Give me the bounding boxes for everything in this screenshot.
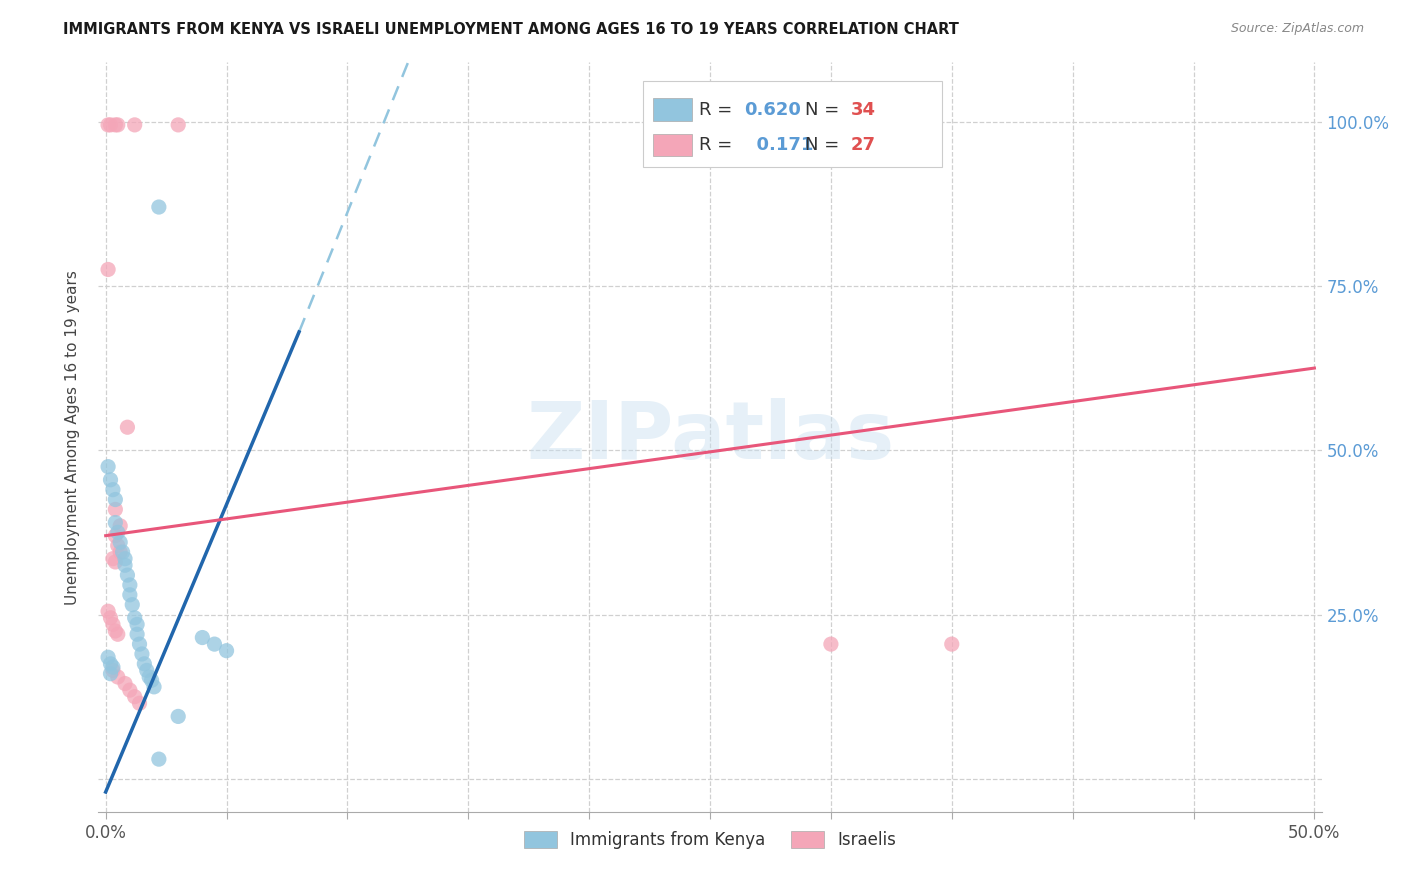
Point — [143, 680, 166, 694]
Text: 0.171: 0.171 — [744, 136, 814, 153]
Text: ZIPatlas: ZIPatlas — [526, 398, 894, 476]
Y-axis label: Unemployment Among Ages 16 to 19 years: Unemployment Among Ages 16 to 19 years — [65, 269, 80, 605]
Point — [128, 696, 150, 710]
Point — [118, 683, 141, 698]
Point — [131, 647, 153, 661]
Point — [107, 670, 129, 684]
Point — [101, 617, 124, 632]
Point — [108, 518, 131, 533]
Point — [108, 535, 131, 549]
Text: R =: R = — [699, 101, 733, 119]
Text: IMMIGRANTS FROM KENYA VS ISRAELI UNEMPLOYMENT AMONG AGES 16 TO 19 YEARS CORRELAT: IMMIGRANTS FROM KENYA VS ISRAELI UNEMPLO… — [63, 22, 959, 37]
FancyBboxPatch shape — [643, 81, 942, 168]
Point — [101, 551, 124, 566]
Point — [127, 627, 149, 641]
Point — [100, 611, 122, 625]
Point — [101, 483, 124, 497]
Point — [114, 558, 136, 573]
Point — [117, 420, 139, 434]
Point — [97, 118, 120, 132]
Point — [118, 578, 141, 592]
Point — [114, 551, 136, 566]
Point — [107, 539, 129, 553]
Point — [117, 568, 139, 582]
Point — [191, 631, 214, 645]
Point — [114, 676, 136, 690]
Point — [941, 637, 963, 651]
Point — [138, 670, 160, 684]
Text: R =: R = — [699, 136, 733, 153]
Point — [104, 492, 127, 507]
Point — [124, 118, 146, 132]
Point — [101, 660, 124, 674]
Point — [100, 473, 122, 487]
Point — [820, 637, 842, 651]
Point — [104, 516, 127, 530]
Point — [100, 666, 122, 681]
Text: 27: 27 — [851, 136, 876, 153]
Legend: Immigrants from Kenya, Israelis: Immigrants from Kenya, Israelis — [517, 824, 903, 855]
Point — [104, 502, 127, 516]
Point — [135, 664, 157, 678]
Point — [167, 709, 190, 723]
Point — [107, 525, 129, 540]
Point — [104, 529, 127, 543]
Point — [97, 459, 120, 474]
FancyBboxPatch shape — [652, 98, 692, 121]
Point — [128, 637, 150, 651]
Text: N =: N = — [806, 101, 839, 119]
Text: Source: ZipAtlas.com: Source: ZipAtlas.com — [1230, 22, 1364, 36]
FancyBboxPatch shape — [652, 134, 692, 156]
Point — [97, 262, 120, 277]
Point — [148, 752, 170, 766]
Point — [107, 627, 129, 641]
Point — [100, 118, 122, 132]
Point — [127, 617, 149, 632]
Text: N =: N = — [806, 136, 839, 153]
Point — [97, 650, 120, 665]
Point — [121, 598, 143, 612]
Point — [148, 200, 170, 214]
Point — [111, 545, 134, 559]
Point — [104, 555, 127, 569]
Point — [104, 624, 127, 638]
Point — [204, 637, 226, 651]
Point — [108, 545, 131, 559]
Point — [104, 118, 127, 132]
Point — [124, 690, 146, 704]
Point — [215, 643, 238, 657]
Point — [141, 673, 163, 688]
Text: 0.620: 0.620 — [744, 101, 801, 119]
Point — [97, 604, 120, 618]
Point — [118, 588, 141, 602]
Point — [107, 118, 129, 132]
Text: 34: 34 — [851, 101, 876, 119]
Point — [134, 657, 156, 671]
Point — [100, 657, 122, 671]
Point — [124, 611, 146, 625]
Point — [167, 118, 190, 132]
Point — [101, 664, 124, 678]
